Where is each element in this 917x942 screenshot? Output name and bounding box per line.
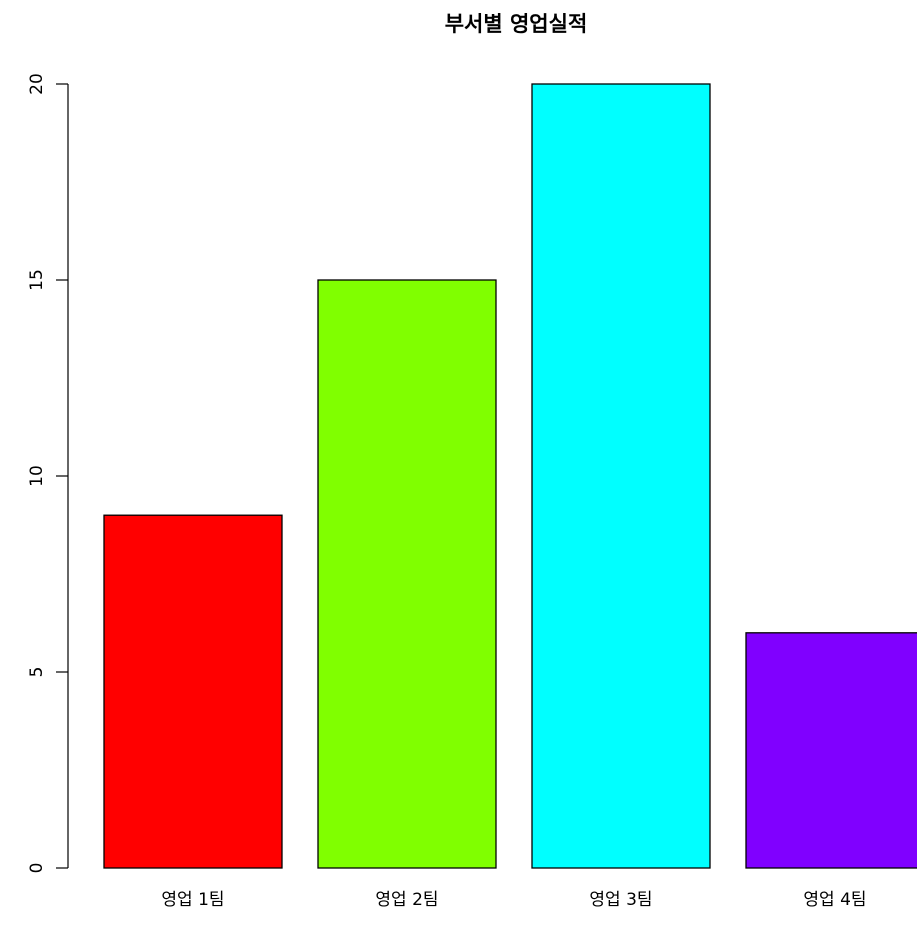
bar-2 (317, 279, 497, 869)
y-tick-label: 5 (27, 667, 47, 678)
y-tick-label: 15 (27, 269, 47, 291)
category-labels: 영업 1팀 영업 2팀 영업 3팀 영업 4팀 (161, 890, 866, 910)
chart-title: 부서별 영업실적 (445, 12, 588, 36)
bar-3 (531, 83, 711, 869)
y-tick-label: 20 (27, 73, 47, 95)
category-label: 영업 1팀 (161, 890, 224, 910)
bar-4 (745, 632, 917, 869)
category-label: 영업 3팀 (589, 890, 652, 910)
category-label: 영업 4팀 (803, 890, 866, 910)
y-tick-label: 10 (27, 465, 47, 487)
category-label: 영업 2팀 (375, 890, 438, 910)
bars-group (103, 83, 917, 869)
y-tick-label: 0 (27, 863, 47, 874)
bar-1 (103, 514, 283, 869)
y-axis: 0 5 10 15 20 (27, 73, 69, 874)
